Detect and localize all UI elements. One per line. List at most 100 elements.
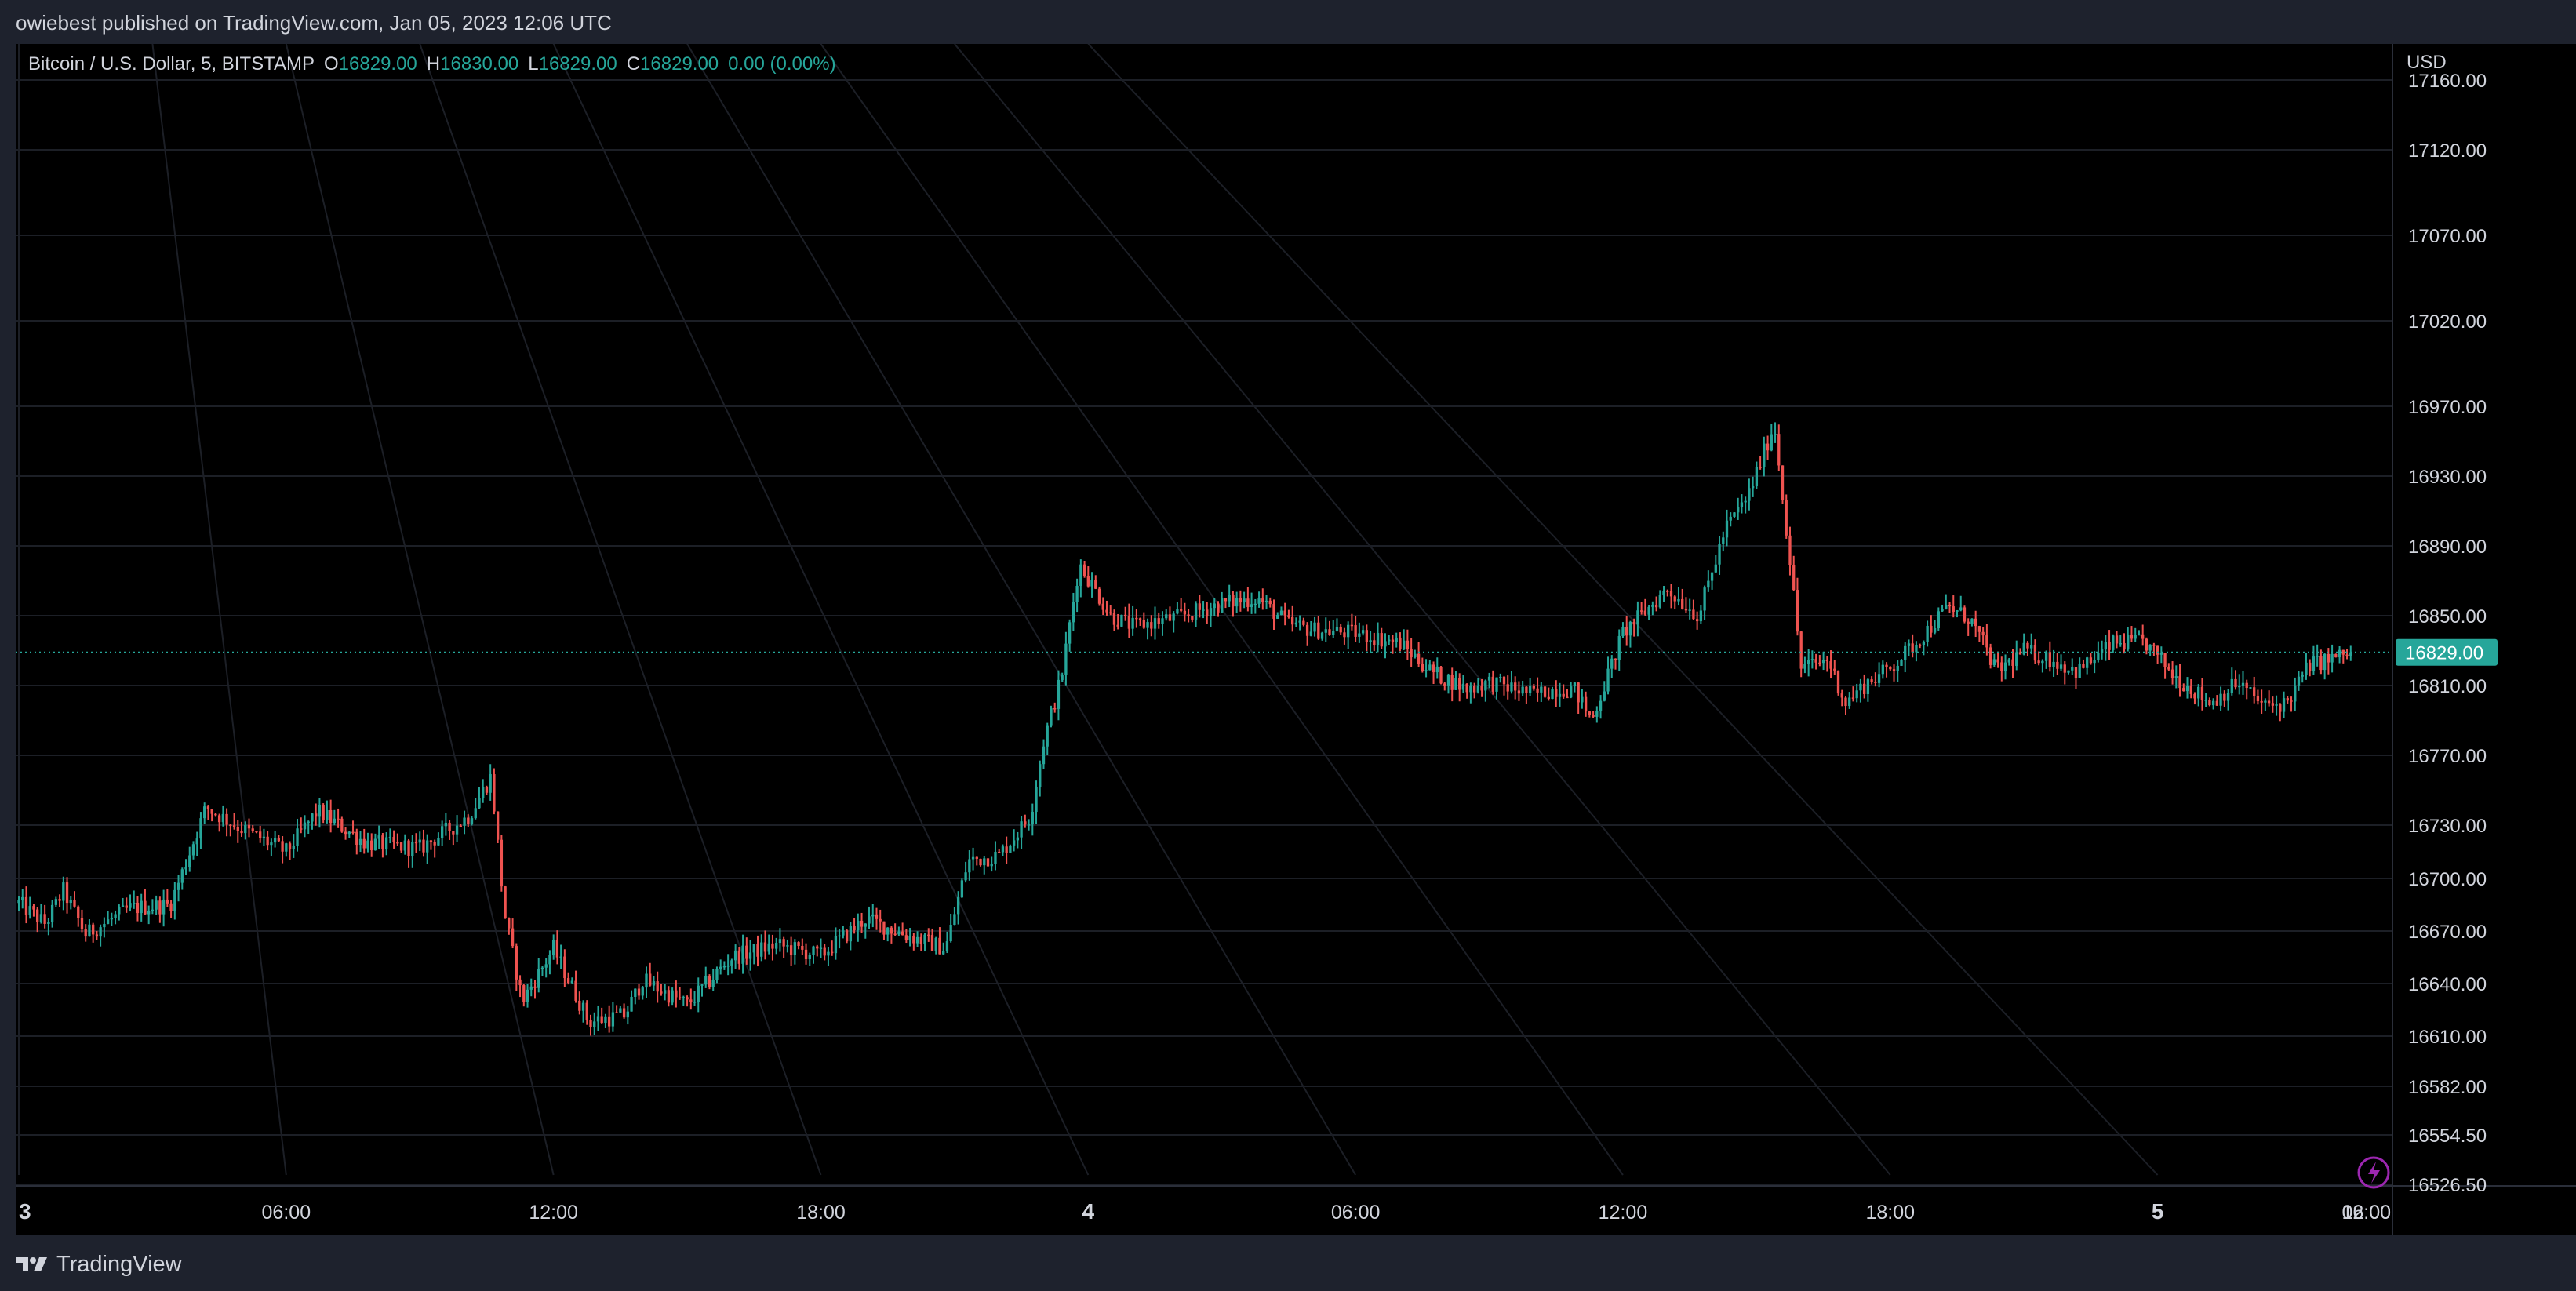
candle-body (919, 936, 922, 944)
candle-body (17, 900, 20, 904)
candle-body (158, 900, 162, 915)
candle-body (396, 842, 399, 844)
candle-body (797, 942, 800, 947)
chart-grid (16, 44, 2576, 1235)
candle-body (2208, 700, 2211, 706)
candle-body (1276, 615, 1279, 619)
chart-panel[interactable]: 16829.00 17160.00 17120.00 17070.00 17020.0… (16, 44, 2576, 1235)
candle-body (2130, 635, 2134, 639)
candle-body (1417, 653, 1421, 664)
candle-body (897, 931, 901, 935)
candle-body (1952, 606, 1955, 613)
candle-body (2108, 642, 2111, 650)
candle-body (463, 817, 466, 826)
candle-body (1491, 676, 1494, 692)
candle-body (2000, 662, 2003, 671)
candle-body (1506, 684, 1509, 692)
candle-body (1643, 610, 1647, 615)
candle-body (381, 835, 384, 849)
candle-body (1016, 837, 1020, 841)
candle-body (1892, 669, 1896, 671)
candle-body (259, 831, 262, 838)
candle-body (1517, 690, 1521, 694)
candle-body (741, 945, 744, 964)
tradingview-brand[interactable]: TradingView (56, 1251, 182, 1277)
candle-body (563, 956, 566, 979)
candle-body (682, 997, 685, 998)
candle-body (1833, 668, 1836, 671)
candle-body (789, 945, 793, 955)
candle-body (1079, 564, 1082, 587)
candle-body (1573, 682, 1577, 687)
candle-body (904, 935, 908, 940)
candle-body (384, 837, 388, 849)
candle-body (686, 997, 689, 1000)
candle-body (403, 840, 406, 851)
candle-body (1305, 624, 1309, 636)
candle-body (418, 839, 421, 843)
candle-body (975, 856, 978, 859)
candle-body (1435, 666, 1439, 673)
candle-body (1298, 620, 1301, 623)
open-value: 16829.00 (338, 53, 417, 75)
candle-body (1970, 618, 1974, 624)
candle-body (1020, 821, 1023, 838)
candle-body (1439, 666, 1443, 684)
candle-body (1651, 605, 1654, 607)
tradingview-logo-icon[interactable] (16, 1256, 49, 1273)
candle-body (596, 1016, 600, 1022)
candle-body (1112, 613, 1116, 625)
candle-body (652, 981, 656, 986)
candle-body (1105, 609, 1108, 613)
candle-body (1948, 605, 1952, 607)
candle-body (2015, 652, 2018, 666)
candle-body (1967, 621, 1970, 624)
low-label: L (528, 53, 539, 75)
candle-body (1788, 535, 1792, 565)
price-chart[interactable]: 16829.00 17160.00 17120.00 17070.00 17020.0… (16, 44, 2576, 1235)
alert-button[interactable] (2357, 1156, 2390, 1189)
candle-body (1919, 645, 1922, 646)
candle-body (1581, 696, 1584, 703)
candle-body (1009, 845, 1012, 853)
candle-body (426, 840, 429, 853)
candle-body (786, 945, 789, 947)
candle-body (1395, 637, 1398, 642)
candle-body (1941, 609, 1944, 612)
candle-body (1755, 467, 1759, 486)
candle-body (36, 909, 39, 922)
candle-body (176, 882, 180, 890)
candle-body (2286, 698, 2289, 701)
candle-body (581, 1002, 585, 1011)
candle-body (2334, 653, 2338, 658)
candle-body (2018, 652, 2022, 655)
candle-body (2156, 646, 2159, 655)
candle-body (515, 946, 518, 980)
candle-body (1224, 598, 1228, 602)
candle-body (2282, 698, 2286, 712)
candle-body (1740, 502, 1744, 507)
candle-body (191, 844, 195, 856)
candle-body (1710, 572, 1714, 581)
candle-body (2294, 685, 2297, 702)
candle-body (1654, 605, 1658, 608)
candle-body (737, 950, 740, 964)
candle-body (566, 978, 570, 984)
candle-body (1751, 485, 1755, 489)
candle-body (1039, 764, 1042, 787)
candle-body (611, 1012, 615, 1027)
candle-body (979, 858, 982, 866)
candle-body (399, 842, 403, 851)
candle-body (1057, 679, 1061, 709)
candle-body (2349, 652, 2352, 656)
candle-body (2309, 662, 2312, 671)
candle-body (1232, 595, 1235, 607)
candle-body (2316, 656, 2319, 657)
candle-body (2174, 676, 2178, 678)
candle-body (1042, 746, 1046, 765)
symbol-title[interactable]: Bitcoin / U.S. Dollar, 5, BITSTAMP (28, 53, 315, 75)
candle-body (1361, 630, 1365, 634)
candle-body (548, 955, 551, 965)
candle-body (730, 960, 733, 966)
candle-body (529, 986, 533, 990)
